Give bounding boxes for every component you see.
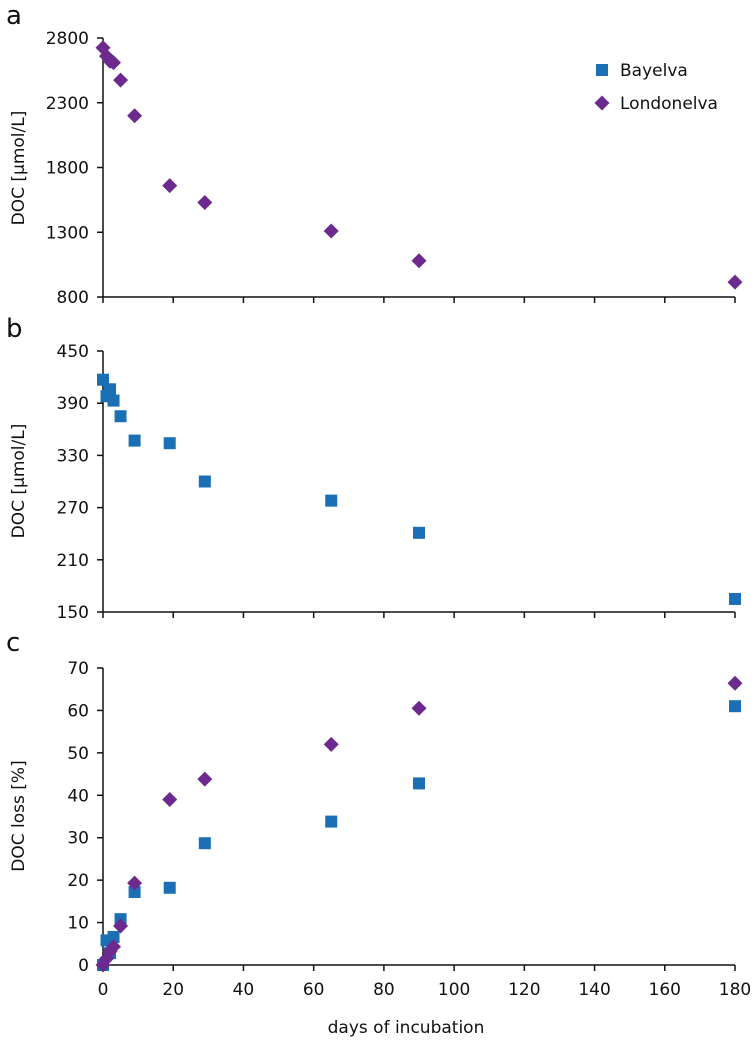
data-point-londonelva <box>127 108 143 124</box>
y-tick-label: 390 <box>57 394 89 414</box>
data-point-bayelva <box>325 494 338 507</box>
y-tick-label: 210 <box>57 551 89 571</box>
data-point-londonelva <box>411 700 427 716</box>
data-point-bayelva <box>128 886 141 899</box>
x-tick-label: 140 <box>578 980 610 1000</box>
y-tick-label: 50 <box>67 744 89 764</box>
data-point-londonelva <box>197 194 213 210</box>
x-tick-label: 80 <box>373 980 395 1000</box>
x-tick-label: 100 <box>438 980 470 1000</box>
panel-letter: b <box>6 314 23 344</box>
y-tick-label: 60 <box>67 701 89 721</box>
legend-marker-londonelva <box>594 95 610 111</box>
data-point-bayelva <box>163 881 176 894</box>
data-point-londonelva <box>727 675 743 691</box>
legend-label-bayelva: Bayelva <box>620 61 688 81</box>
y-tick-label: 1800 <box>46 159 89 179</box>
panel-c: c 0 10 20 30 40 50 60 70 0 20 40 60 80 100 120 140 160 180… <box>6 628 751 1038</box>
series-londonelva <box>95 40 743 290</box>
panel-b: b 150 210 270 330 390 450 DOC [µmol/L] <box>6 314 741 623</box>
data-point-bayelva <box>198 475 211 488</box>
data-point-bayelva <box>729 700 741 713</box>
data-point-bayelva <box>413 526 425 539</box>
x-tick-label: 20 <box>162 980 184 1000</box>
y-tick-label: 270 <box>57 499 89 519</box>
panel-letter: a <box>6 1 22 31</box>
y-tick-label: 150 <box>57 603 89 623</box>
data-point-londonelva <box>323 736 339 752</box>
y-tick-label: 2800 <box>46 29 89 49</box>
x-tick-label: 60 <box>303 980 325 1000</box>
x-tick-label: 40 <box>233 980 255 1000</box>
data-point-bayelva <box>107 930 120 943</box>
x-tick-label: 120 <box>508 980 540 1000</box>
y-tick-label: 10 <box>67 914 89 934</box>
data-point-londonelva <box>113 918 129 934</box>
data-point-londonelva <box>162 178 178 194</box>
data-point-bayelva <box>413 777 425 790</box>
data-point-bayelva <box>128 434 141 447</box>
data-point-bayelva <box>114 410 127 423</box>
y-tick-label: 40 <box>67 786 89 806</box>
data-point-bayelva <box>97 373 109 386</box>
x-axis-label: days of incubation <box>328 1018 485 1038</box>
y-tick-label: 800 <box>57 288 89 308</box>
y-tick-label: 0 <box>78 956 89 976</box>
y-tick-label: 450 <box>57 342 89 362</box>
y-tick-label: 330 <box>57 446 89 466</box>
data-point-bayelva <box>104 383 117 396</box>
y-axis-label: DOC loss [%] <box>9 760 29 871</box>
data-point-londonelva <box>106 939 122 955</box>
data-point-londonelva <box>162 792 178 808</box>
y-tick-label: 1300 <box>46 223 89 243</box>
data-point-londonelva <box>727 274 743 290</box>
x-tick-label: 0 <box>98 980 109 1000</box>
x-tick-label: 180 <box>719 980 751 1000</box>
y-axis-label: DOC [µmol/L] <box>9 424 29 539</box>
legend: Bayelva Londonelva <box>594 61 718 114</box>
legend-label-londonelva: Londonelva <box>620 94 718 114</box>
legend-marker-bayelva <box>596 64 608 76</box>
panel-a: a 800 1300 1800 2300 2800 DOC [µmol/L] Bayelva L… <box>6 1 743 308</box>
data-point-bayelva <box>198 837 211 850</box>
y-tick-label: 2300 <box>46 94 89 114</box>
data-point-londonelva <box>113 72 129 88</box>
series-londonelva <box>95 675 743 973</box>
y-tick-label: 20 <box>67 871 89 891</box>
data-point-londonelva <box>197 771 213 787</box>
x-tick-label: 160 <box>649 980 681 1000</box>
y-tick-label: 30 <box>67 829 89 849</box>
data-point-londonelva <box>106 55 122 71</box>
data-point-londonelva <box>127 875 143 891</box>
series-bayelva <box>97 700 741 971</box>
panel-letter: c <box>6 628 20 658</box>
data-point-bayelva <box>107 394 120 407</box>
y-tick-label: 70 <box>67 659 89 679</box>
data-point-londonelva <box>411 253 427 269</box>
series-bayelva <box>97 373 741 605</box>
y-axis-label: DOC [µmol/L] <box>9 111 29 226</box>
data-point-londonelva <box>323 223 339 239</box>
data-point-bayelva <box>325 815 338 828</box>
data-point-bayelva <box>163 437 176 450</box>
data-point-bayelva <box>729 592 741 605</box>
